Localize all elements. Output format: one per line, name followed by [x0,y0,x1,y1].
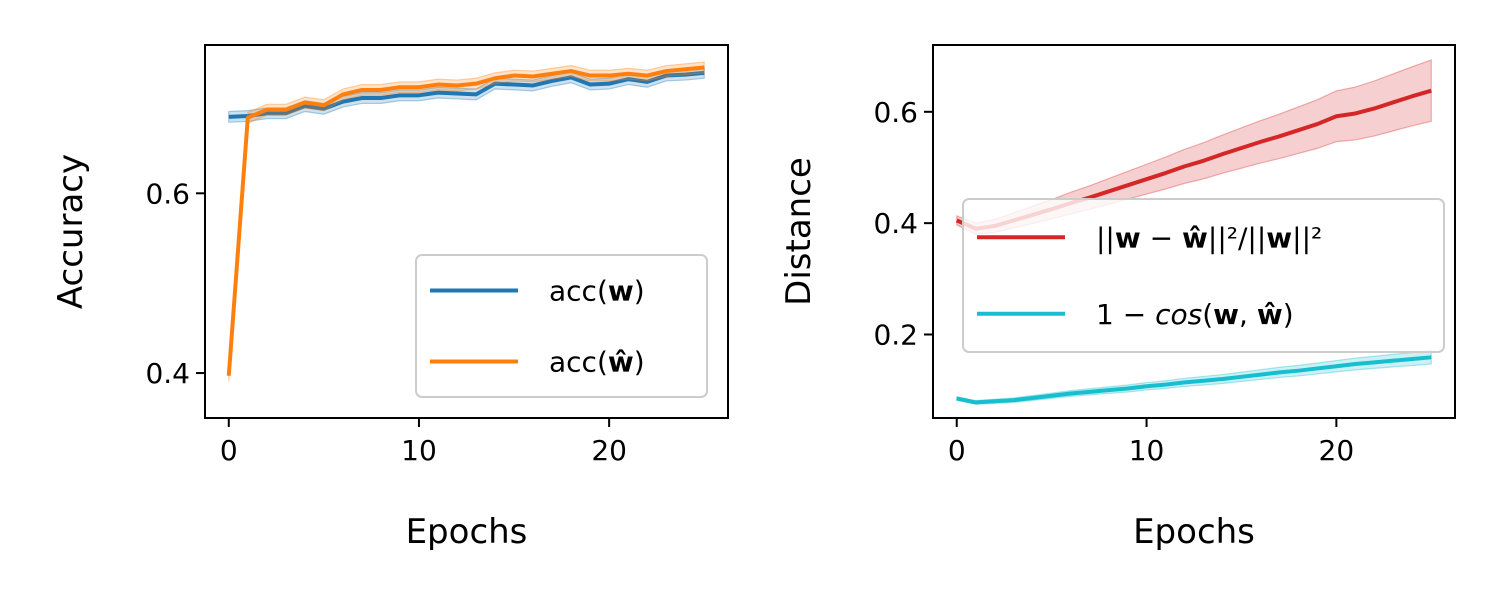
series-1-band [228,61,705,382]
legend-label-part: w [1213,298,1239,331]
legend-label-part: w [1115,221,1141,254]
series-1-line [226,65,705,376]
x-tick-label: 0 [948,434,966,467]
x-tick-label: 10 [1129,434,1165,467]
legend-label-part: acc( [549,275,608,308]
legend-label-part: ŵ [608,346,634,379]
x-tick-label: 0 [220,434,238,467]
series-1-band [956,349,1432,405]
legend-label-part: ||²/|| [1208,221,1266,254]
legend-label-1: 1 − cos(w, ŵ) [1096,298,1294,331]
legend-label-part: − [1141,221,1182,254]
x-axis-label: Epochs [1133,512,1255,552]
y-tick-label: 0.4 [873,207,918,240]
y-axis-label: Accuracy [51,154,91,309]
y-tick-label: 0.6 [145,177,190,210]
legend-label-part: cos [1155,298,1202,331]
series-1-line [956,355,1432,405]
axes-frame [932,44,1456,419]
legend-label-part: ) [634,346,645,379]
legend-label-1: acc(ŵ) [549,346,645,379]
y-axis-label: Distance [779,157,819,306]
y-tick-label: 0.6 [873,96,918,129]
x-tick-label: 10 [401,434,437,467]
legend-label-part: ŵ [1182,221,1208,254]
legend-label-part: 1 − [1096,298,1155,331]
legend-label-part: w [1266,221,1292,254]
series-0-line [228,70,705,119]
x-tick-label: 20 [591,434,627,467]
legend-label-part: ( [1202,298,1213,331]
legend-label-0: acc(w) [549,275,645,308]
legend-label-part: , [1239,298,1257,331]
plot-area [226,61,705,382]
legend: ||w − ŵ||²/||w||²1 − cos(w, ŵ) [962,198,1445,353]
x-axis-label: Epochs [406,512,528,552]
legend-label-part: ) [1283,298,1294,331]
y-tick-label: 0.4 [145,357,190,390]
x-tick-label: 20 [1319,434,1355,467]
legend-label-part: ŵ [1257,298,1283,331]
legend-label-part: acc( [549,346,608,379]
legend-label-0: ||w − ŵ||²/||w||² [1096,221,1322,254]
legend-label-part: || [1096,221,1115,254]
legend-box [962,198,1445,353]
legend-label-part: ||² [1292,221,1322,254]
legend-label-part: w [608,275,634,308]
axes-frame [204,44,729,419]
y-tick-label: 0.2 [873,318,918,351]
legend-label-part: ) [634,275,645,308]
legend: acc(w)acc(ŵ) [415,254,708,398]
